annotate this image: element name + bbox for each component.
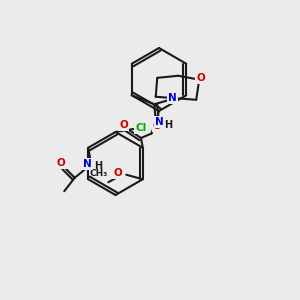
Text: N: N xyxy=(168,93,177,103)
Text: O: O xyxy=(57,158,66,168)
Text: N: N xyxy=(155,117,164,128)
Text: H: H xyxy=(94,161,102,171)
Text: O: O xyxy=(196,73,205,83)
Text: O: O xyxy=(113,168,122,178)
Text: H: H xyxy=(164,120,172,130)
Text: O: O xyxy=(119,120,128,130)
Text: N: N xyxy=(83,159,92,169)
Text: CH₃: CH₃ xyxy=(89,169,108,178)
Text: Cl: Cl xyxy=(135,122,147,133)
Text: O: O xyxy=(153,121,162,131)
